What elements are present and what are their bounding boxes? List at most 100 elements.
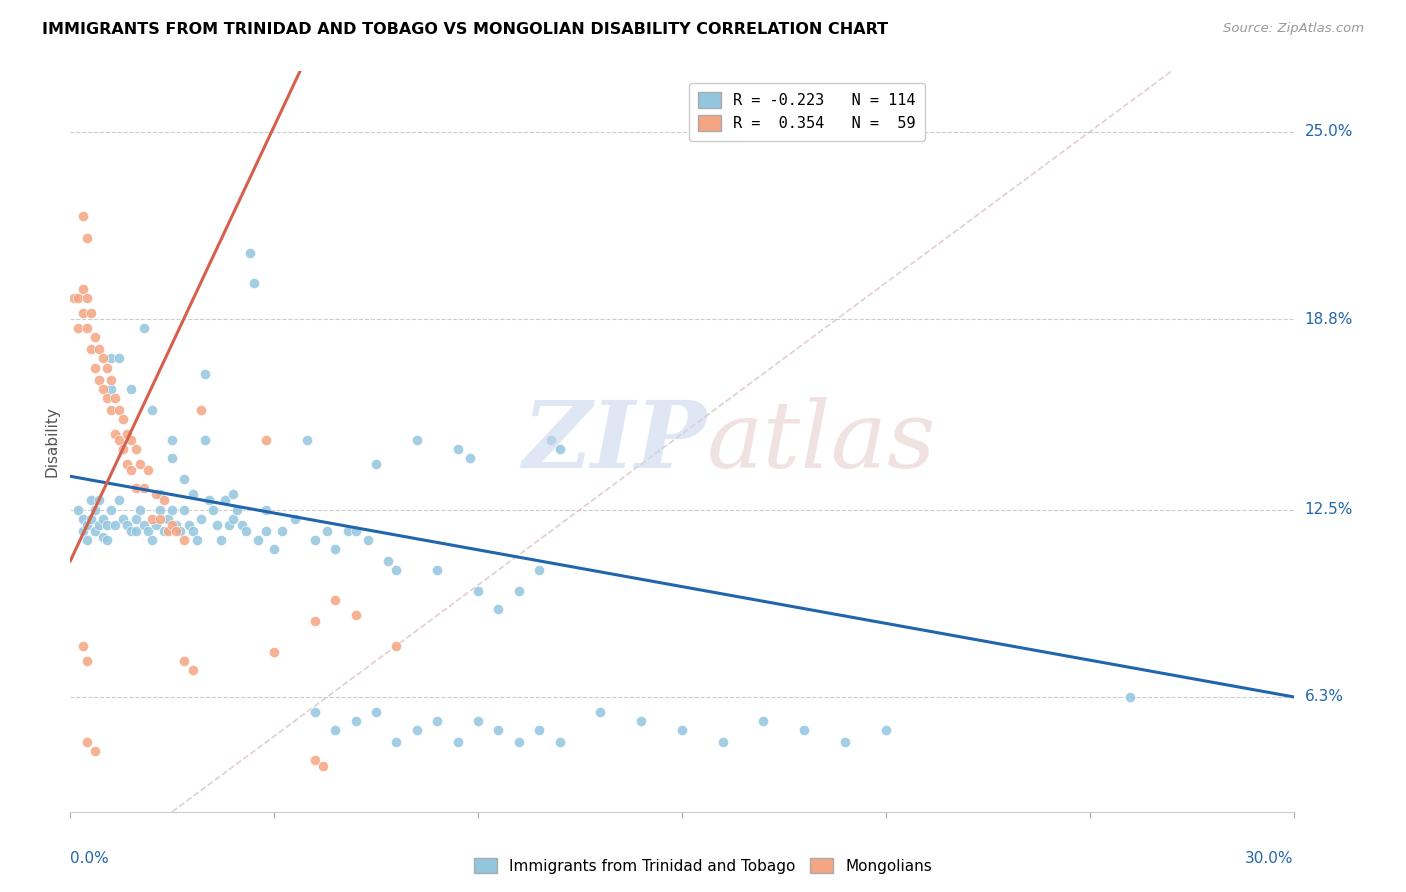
Point	[121, 524, 143, 538]
Point	[100, 373, 122, 387]
Point	[87, 373, 110, 387]
Point	[312, 759, 335, 773]
Point	[117, 457, 139, 471]
Point	[72, 210, 94, 224]
Point	[96, 391, 118, 405]
Point	[447, 735, 470, 749]
Point	[202, 502, 225, 516]
Text: 18.8%: 18.8%	[1305, 311, 1353, 326]
Point	[406, 433, 429, 447]
Point	[67, 291, 90, 305]
Point	[83, 524, 105, 538]
Point	[67, 321, 90, 335]
Point	[79, 306, 103, 320]
Point	[112, 442, 135, 456]
Point	[1119, 690, 1142, 704]
Point	[173, 533, 195, 547]
Point	[366, 705, 388, 719]
Point	[87, 343, 110, 357]
Point	[76, 230, 98, 244]
Point	[91, 511, 114, 525]
Point	[344, 608, 367, 623]
Point	[100, 502, 122, 516]
Point	[366, 457, 388, 471]
Text: 25.0%: 25.0%	[1305, 124, 1353, 139]
Point	[108, 402, 131, 417]
Point	[426, 563, 449, 577]
Text: Source: ZipAtlas.com: Source: ZipAtlas.com	[1223, 22, 1364, 36]
Point	[243, 276, 266, 290]
Point	[149, 511, 172, 525]
Point	[149, 487, 172, 501]
Point	[96, 360, 118, 375]
Point	[76, 735, 98, 749]
Point	[548, 442, 571, 456]
Point	[357, 533, 380, 547]
Point	[304, 705, 326, 719]
Text: 0.0%: 0.0%	[70, 851, 110, 865]
Point	[91, 382, 114, 396]
Point	[112, 511, 135, 525]
Point	[79, 511, 103, 525]
Text: 30.0%: 30.0%	[1246, 851, 1294, 865]
Text: atlas: atlas	[706, 397, 936, 486]
Point	[87, 517, 110, 532]
Point	[145, 517, 167, 532]
Point	[173, 654, 195, 668]
Point	[104, 517, 127, 532]
Point	[132, 321, 155, 335]
Point	[671, 723, 693, 738]
Point	[132, 482, 155, 496]
Point	[711, 735, 734, 749]
Point	[162, 433, 183, 447]
Point	[209, 533, 232, 547]
Point	[72, 306, 94, 320]
Point	[323, 541, 347, 556]
Point	[406, 723, 429, 738]
Point	[100, 382, 122, 396]
Point	[108, 493, 131, 508]
Point	[136, 524, 159, 538]
Point	[875, 723, 897, 738]
Point	[194, 367, 217, 381]
Point	[304, 615, 326, 629]
Point	[181, 524, 204, 538]
Point	[181, 663, 204, 677]
Point	[205, 517, 228, 532]
Point	[117, 517, 139, 532]
Point	[173, 472, 195, 486]
Point	[72, 282, 94, 296]
Point	[447, 442, 470, 456]
Point	[458, 451, 481, 466]
Point	[162, 451, 183, 466]
Point	[72, 524, 94, 538]
Text: 12.5%: 12.5%	[1305, 502, 1353, 517]
Point	[63, 291, 86, 305]
Point	[181, 487, 204, 501]
Point	[336, 524, 359, 538]
Point	[121, 463, 143, 477]
Point	[295, 433, 318, 447]
Point	[488, 602, 510, 616]
Point	[83, 330, 105, 344]
Point	[72, 639, 94, 653]
Point	[149, 502, 172, 516]
Point	[91, 530, 114, 544]
Point	[173, 502, 195, 516]
Point	[190, 511, 212, 525]
Point	[141, 533, 163, 547]
Point	[112, 412, 135, 426]
Point	[141, 511, 163, 525]
Point	[136, 463, 159, 477]
Point	[83, 502, 105, 516]
Point	[100, 402, 122, 417]
Point	[284, 511, 307, 525]
Point	[153, 524, 176, 538]
Point	[254, 433, 277, 447]
Point	[83, 744, 105, 758]
Point	[72, 511, 94, 525]
Point	[467, 714, 489, 728]
Point	[231, 517, 253, 532]
Point	[128, 457, 150, 471]
Point	[104, 391, 127, 405]
